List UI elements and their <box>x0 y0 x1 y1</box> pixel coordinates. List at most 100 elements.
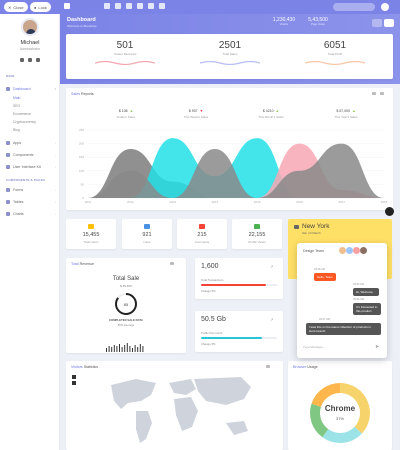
y-tick-label: 150 <box>79 155 84 159</box>
home-icon[interactable] <box>104 3 110 9</box>
x-tick-label: 2018 <box>381 200 388 204</box>
sidebar-item-apps[interactable]: Apps › <box>0 139 60 146</box>
weather-date: Sat, 13 March <box>302 231 321 235</box>
sidebar-subitem-ecommerce[interactable]: Ecommerce <box>13 112 32 116</box>
sale-bar <box>108 346 110 352</box>
trend-up-icon: ▲ <box>352 109 356 113</box>
lock-button[interactable]: ● Lock <box>30 2 51 12</box>
zoom-out-icon[interactable] <box>72 381 76 385</box>
floating-action-button[interactable] <box>385 207 394 216</box>
more-icon[interactable] <box>170 262 174 265</box>
more-icon[interactable] <box>380 92 384 95</box>
sidebar-item-ui-kit[interactable]: User Interface Kit › <box>0 163 60 170</box>
flag-icon[interactable] <box>159 3 165 9</box>
users-icon <box>88 224 94 229</box>
ring-label: 85 <box>123 302 129 307</box>
facebook-icon[interactable] <box>20 58 24 62</box>
charts-icon <box>6 211 10 216</box>
sales-area-chart: 0 50 100 150 200 250 2011 2012 2013 2014 2015 2016 2… <box>79 128 388 204</box>
card-title: Sales Reports <box>71 92 94 96</box>
sidebar-item-forms[interactable]: Forms › <box>0 186 60 193</box>
close-button[interactable]: ✕ Close <box>4 2 28 12</box>
twitter-icon[interactable] <box>28 58 32 62</box>
sidebar-subitem-blog[interactable]: Blog <box>13 128 20 132</box>
sales-month: $ 4210 ▲ This Month's Sales <box>258 109 284 119</box>
total-sale-card: Total Revenue Total Sale $ 45,870 85 COM… <box>66 258 186 353</box>
chevron-right-icon: › <box>55 211 56 216</box>
sidebar-item-charts[interactable]: Charts › <box>0 210 60 217</box>
sale-bar <box>137 347 139 352</box>
donut-slice-chrome <box>340 383 370 434</box>
page-title: Dashboard <box>67 17 96 23</box>
total-sale-heading: Total Sale <box>112 276 140 282</box>
chevron-right-icon: › <box>55 152 56 157</box>
progress-bar <box>201 284 277 286</box>
browser-donut-chart <box>310 383 370 443</box>
avatar[interactable] <box>339 247 346 254</box>
sale-bar <box>116 346 118 352</box>
x-tick-label: 2014 <box>212 200 219 204</box>
visitors-map-card: Visitors Statistics <box>66 361 283 450</box>
chart-icon: ↗ <box>270 317 274 322</box>
sidebar-item-dashboard[interactable]: Dashboard ▾ <box>0 85 60 92</box>
avatar[interactable] <box>346 247 353 254</box>
sale-bar <box>119 344 120 352</box>
chevron-right-icon: › <box>55 199 56 204</box>
minimize-icon[interactable] <box>372 92 376 95</box>
search-input[interactable] <box>333 3 375 11</box>
user-icon <box>254 224 260 229</box>
grid-icon[interactable] <box>148 3 154 9</box>
profile-avatar[interactable] <box>21 18 39 36</box>
sale-bar <box>129 346 131 352</box>
logo-icon[interactable] <box>64 3 70 9</box>
instagram-icon[interactable] <box>36 58 40 62</box>
stat-users: 15,455 Total Users <box>66 219 116 249</box>
chat-message: Hi, Welcome <box>353 288 379 296</box>
browser-usage-card: Browser Usage Chrome 37% <box>288 361 392 450</box>
avatar[interactable] <box>360 247 367 254</box>
donut-center-label: Chrome <box>324 404 356 413</box>
zoom-in-icon[interactable] <box>72 375 76 379</box>
sidebar-item-tables[interactable]: Tables › <box>0 198 60 205</box>
mail-icon[interactable] <box>126 3 132 9</box>
user-avatar[interactable] <box>381 3 389 11</box>
sale-bar <box>139 344 141 352</box>
donut-slice-safari <box>310 403 329 438</box>
chat-message: I'm Interested in this product <box>353 303 381 315</box>
header-action-button[interactable] <box>372 19 382 27</box>
card-title: Visitors Statistics <box>71 365 99 369</box>
sale-bar <box>126 343 128 352</box>
chat-input[interactable]: Type Message... <box>303 345 326 349</box>
header-settings-button[interactable] <box>384 19 394 27</box>
components-icon <box>6 152 10 157</box>
chevron-right-icon: › <box>55 187 56 192</box>
sidebar-subitem-main[interactable]: Main <box>13 96 21 100</box>
header-stat-visitors: 1,230,430 Visitors <box>272 17 296 26</box>
trend-up-icon: ▲ <box>129 109 134 113</box>
chevron-right-icon: › <box>55 164 56 169</box>
nav-section-components: COMPONENTS & PAGES <box>6 178 46 182</box>
card-title: Total Revenue <box>71 262 94 266</box>
sale-bar <box>132 348 133 352</box>
sale-bar <box>124 345 126 352</box>
sale-bar <box>142 346 144 352</box>
sale-bar <box>106 348 107 352</box>
sidebar-item-components[interactable]: Components › <box>0 151 60 158</box>
sidebar-subitem-seo[interactable]: SEO <box>13 104 21 108</box>
chat-message: I saw this on the latest collection of p… <box>306 323 381 335</box>
send-icon[interactable]: ➤ <box>375 344 380 350</box>
x-tick-label: 2013 <box>169 200 176 204</box>
profile-role: Administrator <box>19 47 41 51</box>
tables-icon <box>6 199 10 204</box>
more-icon[interactable] <box>266 365 270 368</box>
book-icon[interactable] <box>115 3 121 9</box>
progress-fill <box>201 337 262 339</box>
world-map <box>111 377 251 443</box>
y-tick-label: 50 <box>81 182 85 186</box>
sidebar-subitem-crypto[interactable]: Cryptocurrency <box>13 120 36 124</box>
avatar[interactable] <box>353 247 360 254</box>
stat-profile-views: 22,155 Profile Views <box>232 219 282 249</box>
apps-icon <box>6 140 10 145</box>
bell-icon[interactable] <box>137 3 143 9</box>
weather-city: New York <box>302 223 330 230</box>
